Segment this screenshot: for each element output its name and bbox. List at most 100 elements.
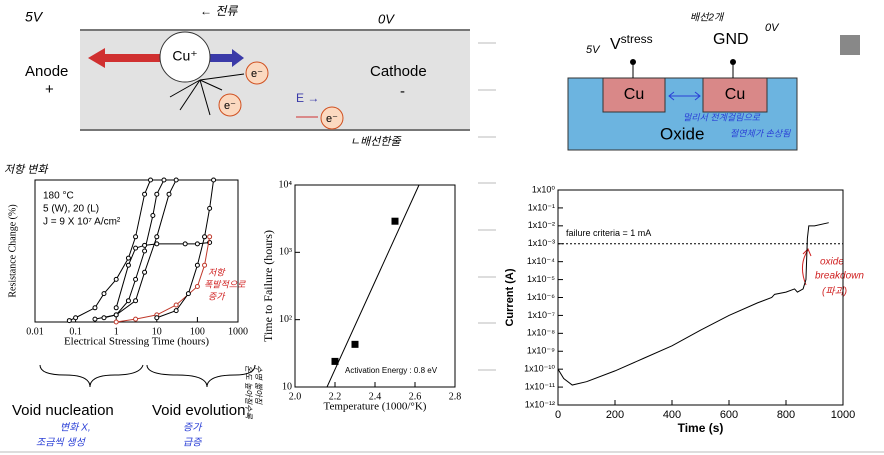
ion-label: Cu⁺ [172,48,197,64]
y-tick-label: 1x10⁻⁵ [527,274,555,284]
data-point [173,302,179,308]
handwritten-note: 멀리서 전계걸림으로 [683,112,761,122]
series-line [557,222,829,386]
data-point [66,318,72,324]
y-tick-label: 1x10⁻¹¹ [525,381,555,391]
handwritten-note: 저항 [208,267,226,277]
y-tick-label: 10 [282,381,292,392]
wire [80,30,470,130]
data-point [202,262,208,268]
data-point [73,315,79,321]
phase-label: Void nucleation [12,402,114,419]
y-tick-label: 1x10⁻¹ [528,202,555,212]
data-point [211,177,217,183]
data-point [331,357,339,365]
stress-subscript: stress [621,32,653,46]
handwritten-note: oxide [820,257,844,268]
data-point [154,241,160,247]
copper-line [602,77,666,113]
menu-square[interactable] [840,35,860,55]
data-point [125,262,131,268]
handwritten-note: 증가 [208,291,226,301]
data-point [133,245,139,251]
data-point [182,241,188,247]
data-point [133,276,139,282]
y-tick-label: 1x10⁻³ [528,238,555,248]
data-point [194,241,200,247]
x-tick-label: 1000 [228,326,248,337]
handwritten-note: breakdown [815,271,864,282]
x-axis-label: Time (s) [678,421,724,435]
data-point [101,315,107,321]
data-point [125,255,131,261]
x-tick-label: 0.01 [26,326,44,337]
x-tick-label: 1 [114,326,119,337]
electron-label: e⁻ [326,113,338,125]
pin-head [730,59,736,65]
fit-line [326,184,420,388]
data-point [92,305,98,311]
y-tick-label: 1x10⁻⁸ [527,328,555,338]
x-tick-label: 2.4 [369,391,382,402]
metal-label: Cu [725,86,745,103]
data-point [133,298,139,304]
handwritten-note: 조금씩 생성 [36,437,87,449]
handwritten-note: (파괴) [822,286,847,298]
y-tick-label: 1x10⁻² [528,220,555,230]
handwritten-note: ← 전류 [200,4,238,18]
data-point [150,213,156,218]
handwritten-note: 5V [586,44,601,56]
y-tick-label: 1x10⁻⁶ [527,292,555,302]
data-point [142,269,148,275]
electron [320,106,344,130]
data-point [166,191,172,197]
insulator-label: Oxide [660,124,704,143]
data-point [101,291,107,297]
cathode-label: Cathode [370,63,427,80]
handwritten-note: 절연체가 손상됨 [730,128,791,138]
data-point [142,248,148,254]
data-point [133,316,139,322]
data-point [142,191,148,197]
x-tick-label: 2.0 [289,391,302,402]
series-line [94,179,165,320]
data-point [173,177,179,183]
data-point [185,291,191,297]
data-point [92,316,98,322]
field-arrow [668,91,701,101]
data-point [161,177,167,183]
x-tick-label: 2.2 [329,391,342,402]
y-tick-label: 1x10⁰ [532,184,556,194]
stress-letter: V [610,36,621,53]
metal-label: Cu [624,86,644,103]
x-tick-label: 600 [720,409,738,421]
data-point [194,284,200,289]
copper-line [702,77,768,113]
y-tick-label: 1x10⁻⁹ [527,346,555,356]
wind-arrow [210,49,244,67]
data-point [142,242,148,248]
x-tick-label: 200 [606,409,624,421]
x-tick-label: 0 [555,409,561,421]
y-tick-label: 1x10⁻⁷ [527,310,555,320]
data-point [173,308,179,314]
x-tick-label: 800 [777,409,795,421]
ground-label: GND [713,31,749,48]
x-axis-label: Electrical Stressing Time (hours) [64,336,209,348]
data-point [113,276,119,282]
data-point [154,191,160,197]
anode-sign: + [45,81,54,98]
y-axis-label: Current (A) [504,268,516,326]
data-point [148,177,154,183]
data-point [125,298,131,304]
electron-label: e⁻ [224,100,236,112]
data-point [113,305,119,311]
cathode-sign: - [400,83,405,100]
electron [218,93,242,117]
y-axis-label: Resistance Change (%) [7,204,18,297]
data-point [113,312,119,318]
threshold-label: failure criteria = 1 mA [566,228,651,238]
handwritten-note: 5V [25,9,44,25]
annotation: Activation Energy : 0.8 eV [345,366,438,375]
